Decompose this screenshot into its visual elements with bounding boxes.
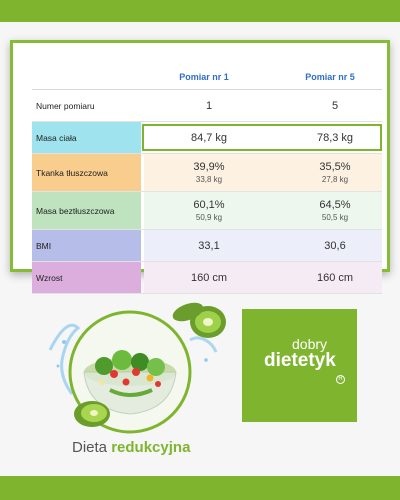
row-label: Masa ciała — [32, 122, 141, 153]
header-measure-5: Pomiar nr 5 — [305, 72, 355, 82]
top-green-bar — [0, 0, 400, 22]
table-row: Tkanka tłuszczowa 39,9% 33,8 kg 35,5% 27,8… — [32, 154, 382, 192]
row-label: Numer pomiaru — [36, 100, 95, 111]
logo-line-2: dietetyk — [264, 350, 336, 371]
table-row: BMI 33,1 30,6 — [32, 230, 382, 262]
cell-value: 35,5% 27,8 kg — [319, 161, 351, 184]
row-label: BMI — [32, 230, 141, 261]
table-row: Masa beztłuszczowa 60,1% 50,9 kg 64,5% 50,… — [32, 192, 382, 230]
cell-value: 78,3 kg — [316, 131, 354, 144]
header-measure-1: Pomiar nr 1 — [179, 72, 229, 82]
bottom-green-bar — [0, 476, 400, 500]
table-header: Pomiar nr 1 Pomiar nr 5 — [32, 52, 382, 90]
brand-logo: dobry dietetyk R — [242, 309, 357, 422]
table-row: Masa ciała 84,7 kg 78,3 kg — [32, 122, 382, 154]
caption-word-redukcyjna: redukcyjna — [111, 439, 191, 456]
row-label: Tkanka tłuszczowa — [32, 154, 141, 191]
diet-caption: Dieta redukcyjna — [72, 439, 190, 456]
cell-value: 64,5% 50,5 kg — [319, 199, 351, 222]
cell-value: 60,1% 50,9 kg — [193, 199, 225, 222]
salad-illustration — [48, 302, 226, 434]
row-background — [144, 154, 382, 191]
table-row: Wzrost 160 cm 160 cm — [32, 262, 382, 294]
measurement-card: Pomiar nr 1 Pomiar nr 5 Numer pomiaru 1 … — [10, 40, 390, 294]
cell-value: 5 — [331, 99, 339, 112]
cell-value: 84,7 kg — [190, 131, 228, 144]
cell-value: 160 cm — [190, 271, 228, 284]
registered-mark-icon: R — [336, 375, 345, 384]
row-background — [144, 230, 382, 261]
row-label: Wzrost — [32, 262, 141, 293]
row-background — [144, 192, 382, 229]
highlight-box — [142, 124, 382, 151]
cell-value: 30,6 — [324, 239, 346, 252]
row-label: Masa beztłuszczowa — [32, 192, 141, 229]
logo-line-1: dobry — [292, 336, 328, 352]
cell-value: 160 cm — [316, 271, 354, 284]
cell-value: 1 — [205, 99, 213, 112]
row-background — [144, 262, 382, 293]
table-row: Numer pomiaru 1 5 — [32, 90, 382, 122]
cell-value: 39,9% 33,8 kg — [193, 161, 225, 184]
cell-value: 33,1 — [198, 239, 220, 252]
caption-word-dieta: Dieta — [72, 439, 108, 456]
measurement-table: Pomiar nr 1 Pomiar nr 5 Numer pomiaru 1 … — [32, 52, 382, 294]
